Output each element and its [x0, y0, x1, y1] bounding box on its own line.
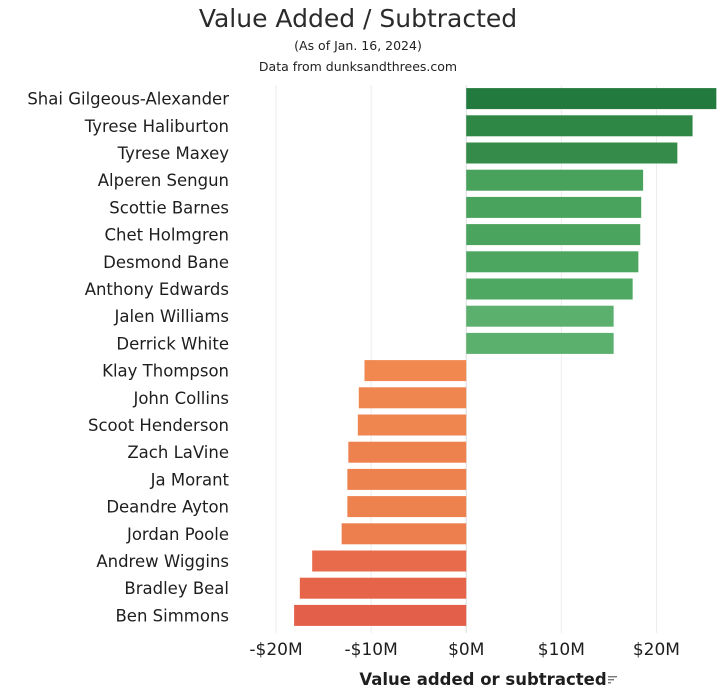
category-label: Ben Simmons	[115, 606, 229, 625]
bar[interactable]	[294, 604, 467, 626]
bars	[294, 88, 717, 626]
category-label: Derrick White	[116, 334, 229, 353]
bar[interactable]	[312, 550, 467, 572]
x-tick-labels: -$20M -$10M $0M $10M $20M	[249, 640, 680, 660]
chart-title: Value Added / Subtracted	[199, 4, 517, 33]
bar[interactable]	[466, 278, 633, 300]
x-tick-label: $20M	[633, 640, 680, 660]
bar[interactable]	[341, 523, 467, 545]
category-label: Alperen Sengun	[98, 171, 229, 190]
category-label: Jordan Poole	[126, 525, 229, 544]
category-label: Jalen Williams	[114, 307, 230, 326]
category-label: Klay Thompson	[102, 362, 229, 381]
bar[interactable]	[466, 305, 614, 327]
category-label: Tyrese Maxey	[117, 144, 230, 163]
category-label: Anthony Edwards	[85, 280, 229, 299]
category-label: Chet Holmgren	[104, 226, 229, 245]
category-label: Tyrese Haliburton	[84, 117, 229, 136]
category-label: Bradley Beal	[124, 579, 229, 598]
bar[interactable]	[348, 441, 467, 463]
bar[interactable]	[347, 468, 467, 490]
bar[interactable]	[466, 88, 717, 110]
bar[interactable]	[466, 224, 641, 246]
category-label: Scoot Henderson	[88, 416, 229, 435]
bar[interactable]	[357, 414, 467, 436]
category-label: Scottie Barnes	[109, 198, 229, 217]
bar[interactable]	[358, 387, 467, 409]
sort-icon[interactable]	[608, 676, 617, 684]
bar[interactable]	[299, 577, 467, 599]
bar[interactable]	[466, 251, 639, 273]
source-note: Data from dunksandthrees.com	[259, 59, 457, 74]
category-label: Deandre Ayton	[106, 498, 229, 517]
bar[interactable]	[466, 196, 642, 218]
x-tick-label: -$20M	[249, 640, 302, 660]
category-label: Andrew Wiggins	[96, 552, 229, 571]
category-label: Ja Morant	[150, 470, 230, 489]
category-label: John Collins	[132, 389, 229, 408]
x-tick-label: $0M	[448, 640, 484, 660]
bar[interactable]	[347, 496, 467, 518]
bar[interactable]	[466, 142, 678, 164]
category-label: Desmond Bane	[103, 253, 229, 272]
category-label: Zach LaVine	[127, 443, 229, 462]
category-labels: Shai Gilgeous-Alexander Tyrese Haliburton…	[27, 90, 229, 626]
bar[interactable]	[364, 360, 467, 382]
bar[interactable]	[466, 115, 693, 137]
x-tick-label: $10M	[538, 640, 585, 660]
category-label: Shai Gilgeous-Alexander	[27, 90, 229, 109]
chart-subtitle: (As of Jan. 16, 2024)	[294, 38, 422, 53]
bar[interactable]	[466, 169, 644, 191]
bar[interactable]	[466, 332, 614, 354]
x-axis-title: Value added or subtracted	[359, 670, 606, 689]
x-tick-label: -$10M	[345, 640, 398, 660]
